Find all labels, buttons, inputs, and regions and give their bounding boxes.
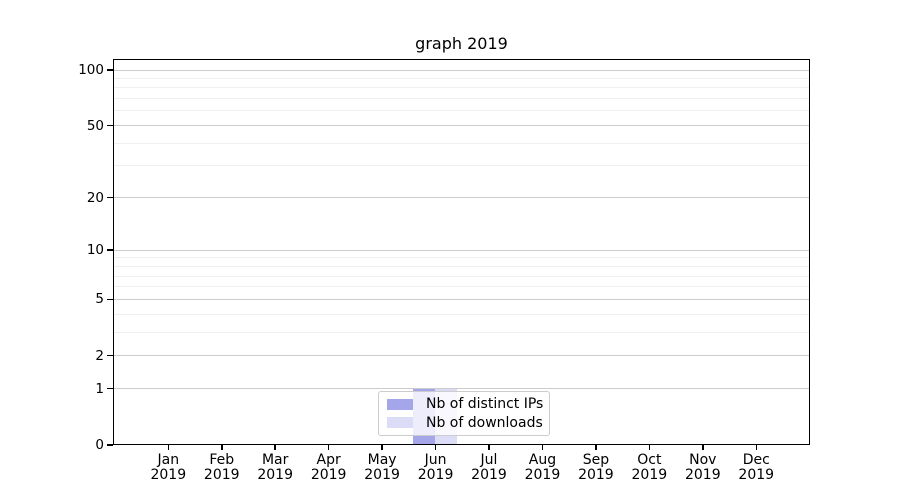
x-axis-tick-mark xyxy=(274,445,276,450)
x-axis-tick-label: Mar 2019 xyxy=(257,452,293,483)
gridline-minor xyxy=(114,87,809,89)
gridline-minor xyxy=(114,142,809,144)
plot-area xyxy=(113,59,810,445)
gridline-major xyxy=(114,355,809,357)
y-axis-tick-label: 1 xyxy=(95,380,104,397)
y-axis-tick-label: 10 xyxy=(86,242,104,259)
gridline-major xyxy=(114,388,809,390)
x-axis-tick-mark xyxy=(702,445,704,450)
y-axis-tick-mark xyxy=(107,298,113,301)
gridline-minor xyxy=(114,110,809,112)
gridline-minor xyxy=(114,257,809,259)
y-axis-tick-label: 5 xyxy=(95,291,104,308)
x-axis-tick-mark xyxy=(488,445,490,450)
x-axis-tick-label: Jul 2019 xyxy=(471,452,507,483)
x-axis-tick-label: Nov 2019 xyxy=(684,452,721,483)
gridline-minor xyxy=(114,265,809,267)
y-axis-tick-mark xyxy=(107,196,113,199)
gridline-minor xyxy=(114,98,809,100)
gridline-major xyxy=(114,197,809,199)
y-axis-tick-label: 0 xyxy=(95,437,104,453)
legend-item-downloads: Nb of downloads xyxy=(387,414,543,431)
y-axis-tick-mark xyxy=(107,354,113,357)
gridline-major xyxy=(114,69,809,71)
x-axis-tick-label: Dec 2019 xyxy=(738,452,775,483)
gridline-minor xyxy=(114,275,809,277)
gridline-major xyxy=(114,249,809,251)
gridline-major xyxy=(114,125,809,127)
legend-item-distinct-ips: Nb of distinct IPs xyxy=(387,396,544,413)
y-axis-tick-mark xyxy=(107,387,113,390)
x-axis-tick-mark xyxy=(381,445,383,450)
x-axis-tick-label: Jan 2019 xyxy=(150,452,187,483)
x-axis-tick-mark xyxy=(434,445,437,450)
legend-label-distinct-ips: Nb of distinct IPs xyxy=(426,396,544,413)
y-axis-tick-mark xyxy=(107,69,113,71)
x-axis-tick-label: Sep 2019 xyxy=(578,452,614,483)
gridline-major xyxy=(114,298,809,300)
legend-swatch-distinct-ips xyxy=(387,398,413,410)
x-axis-tick-label: Apr 2019 xyxy=(310,452,347,483)
x-axis-tick-mark xyxy=(167,445,170,450)
x-axis-tick-mark xyxy=(595,445,597,450)
x-axis-tick-label: Aug 2019 xyxy=(524,452,561,483)
x-axis-tick-label: May 2019 xyxy=(364,452,400,483)
x-axis-tick-label: Jun 2019 xyxy=(417,452,454,483)
x-axis-tick-mark xyxy=(221,445,223,450)
y-axis-tick-mark xyxy=(107,444,113,446)
y-axis-tick-label: 20 xyxy=(86,189,104,206)
x-axis-tick-mark xyxy=(648,445,651,450)
legend-label-downloads: Nb of downloads xyxy=(426,414,543,431)
y-axis-tick-mark xyxy=(107,249,113,251)
gridline-minor xyxy=(114,331,809,333)
y-axis-tick-label: 100 xyxy=(78,62,104,78)
x-axis-tick-mark xyxy=(755,445,757,450)
legend: Nb of distinct IPs Nb of downloads xyxy=(378,391,550,436)
gridline-minor xyxy=(114,286,809,288)
gridline-minor xyxy=(114,313,809,315)
y-axis-tick-label: 2 xyxy=(95,347,104,364)
legend-swatch-downloads xyxy=(387,417,413,429)
gridline-minor xyxy=(114,77,809,79)
gridline-minor xyxy=(114,165,809,167)
y-axis-tick-label: 50 xyxy=(86,117,104,134)
y-axis-tick-mark xyxy=(107,124,113,127)
x-axis-tick-label: Oct 2019 xyxy=(631,452,668,483)
chart-title: graph 2019 xyxy=(415,34,508,53)
x-axis-tick-mark xyxy=(541,445,544,450)
x-axis-tick-mark xyxy=(327,445,330,450)
x-axis-tick-label: Feb 2019 xyxy=(203,452,240,483)
